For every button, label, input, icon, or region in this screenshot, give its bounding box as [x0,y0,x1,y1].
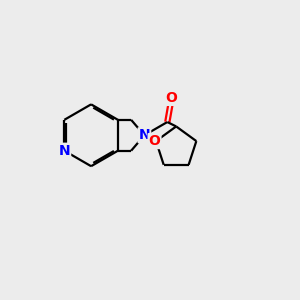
Text: O: O [165,91,177,105]
Text: O: O [148,134,160,148]
Text: N: N [139,128,150,142]
Text: N: N [58,144,70,158]
